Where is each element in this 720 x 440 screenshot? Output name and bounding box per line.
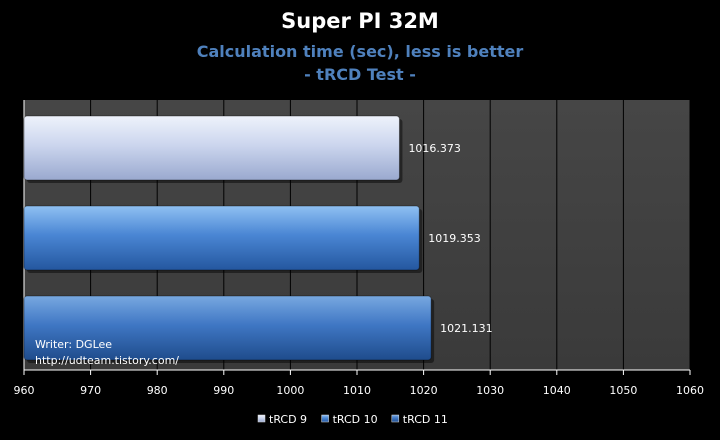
chart-subtitle: Calculation time (sec), less is better	[197, 42, 524, 61]
bar	[23, 295, 432, 361]
x-tick-label: 1000	[276, 384, 304, 397]
x-tick-label: 1040	[543, 384, 571, 397]
data-label: 1019.353	[428, 232, 481, 245]
url-text: http://udteam.tistory.com/	[35, 354, 179, 367]
x-tick-label: 990	[213, 384, 234, 397]
bar	[23, 205, 420, 271]
legend-label: tRCD 11	[403, 413, 448, 426]
x-tick-label: 1010	[343, 384, 371, 397]
chart-subtitle-2: - tRCD Test -	[304, 65, 416, 84]
legend-label: tRCD 9	[269, 413, 307, 426]
writer-text: Writer: DGLee	[35, 338, 112, 351]
legend-swatch	[391, 414, 400, 423]
x-tick-label: 980	[147, 384, 168, 397]
data-label: 1021.131	[440, 322, 493, 335]
x-tick-label: 960	[14, 384, 35, 397]
chart-title: Super PI 32M	[281, 9, 439, 33]
legend-swatch	[321, 414, 329, 423]
x-tick-label: 1030	[476, 384, 504, 397]
x-tick-label: 1050	[609, 384, 637, 397]
x-tick-label: 970	[80, 384, 101, 397]
x-tick-label: 1060	[676, 384, 704, 397]
legend: tRCD 9 tRCD 10 tRCD 11	[257, 413, 448, 426]
x-tick-label: 1020	[410, 384, 438, 397]
plot-area: 960 970 980 990 1000 1010 1020 1030 1040 1050 1060…	[14, 100, 704, 397]
bar	[23, 115, 400, 181]
legend-label: tRCD 10	[333, 413, 378, 426]
legend-swatch	[257, 414, 266, 423]
watermark: Writer: DGLee http://udteam.tistory.com/	[35, 338, 179, 367]
data-label: 1016.373	[408, 142, 461, 155]
